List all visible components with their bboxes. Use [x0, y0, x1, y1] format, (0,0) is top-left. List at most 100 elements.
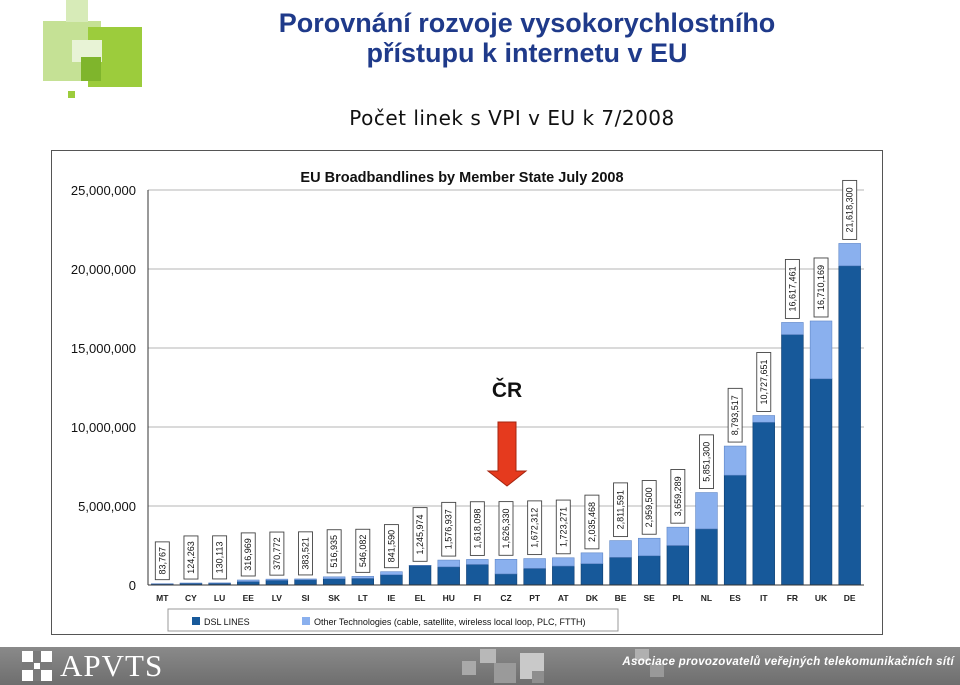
apvts-logo: APVTS	[22, 648, 164, 683]
bar-other	[466, 559, 489, 565]
bar-other	[723, 445, 747, 476]
x-tick-label: DE	[844, 593, 856, 603]
logo-square	[81, 57, 101, 81]
slide-title: Porovnání rozvoje vysokorychlostního pří…	[262, 8, 792, 68]
chart-title: EU Broadbandlines by Member State July 2…	[300, 170, 623, 186]
x-tick-label: CY	[185, 593, 197, 603]
value-label-text: 16,710,169	[816, 265, 826, 310]
bar-dsl	[695, 528, 718, 586]
value-label-box	[813, 257, 829, 318]
cz-annotation: ČR	[492, 378, 522, 402]
y-tick-label: 20,000,000	[71, 262, 136, 277]
x-tick-label: NL	[701, 593, 712, 603]
value-label-text: 546,082	[358, 535, 368, 568]
x-tick-label: IE	[387, 593, 395, 603]
value-label-text: 2,811,591	[616, 490, 626, 529]
x-tick-label: LT	[358, 593, 369, 603]
bar-other	[809, 320, 833, 380]
value-label: 1,672,312	[527, 500, 543, 556]
bar-dsl	[552, 565, 575, 586]
value-label-text: 1,723,271	[558, 507, 568, 547]
bar-other	[351, 576, 374, 579]
value-label: 1,245,974	[412, 507, 428, 562]
value-label: 3,659,289	[670, 469, 686, 524]
bar-other	[752, 415, 775, 423]
footer-decoration	[494, 663, 516, 683]
value-label-text: 370,772	[272, 537, 282, 570]
value-label-box	[212, 535, 228, 580]
bar-dsl	[838, 265, 861, 586]
bar-other	[609, 540, 632, 558]
x-tick-label: SE	[644, 593, 656, 603]
y-tick-label: 5,000,000	[78, 499, 136, 514]
x-tick-label: FR	[787, 593, 798, 603]
value-label: 370,772	[269, 531, 285, 576]
bar-dsl	[809, 378, 833, 586]
broadband-chart: EU Broadbandlines by Member State July 2…	[71, 170, 864, 632]
bar-other	[523, 558, 546, 569]
association-name: Asociace provozovatelů veřejných telekom…	[622, 656, 954, 668]
value-label-box	[183, 535, 199, 580]
legend-swatch-other	[302, 617, 310, 625]
value-label-text: 5,851,300	[701, 442, 711, 482]
value-label: 8,793,517	[727, 387, 743, 443]
bar-other	[237, 579, 260, 582]
value-label: 5,851,300	[699, 434, 714, 489]
legend-swatch-dsl	[192, 617, 200, 625]
value-label-box	[326, 529, 342, 574]
bar-dsl	[666, 545, 690, 586]
footer-decoration	[635, 649, 649, 661]
value-label-box	[699, 434, 714, 489]
value-label-text: 1,618,098	[472, 509, 482, 549]
value-label-text: 1,576,937	[444, 509, 454, 549]
value-label-box	[498, 501, 514, 556]
title-line-2: přístupu k internetu v EU	[366, 38, 688, 68]
value-label-box	[412, 507, 428, 562]
value-label-text: 516,935	[329, 535, 339, 568]
value-label-box	[670, 469, 686, 524]
value-label-text: 124,263	[186, 541, 196, 574]
logo-square	[68, 91, 75, 98]
chart-legend: DSL LINES Other Technologies (cable, sat…	[167, 608, 619, 632]
y-tick-label: 0	[129, 578, 136, 593]
chart-frame: EU Broadbandlines by Member State July 2…	[51, 150, 883, 635]
x-tick-label: EE	[243, 593, 255, 603]
value-label-text: 130,113	[215, 541, 225, 573]
value-label-text: 1,672,312	[530, 508, 540, 548]
bar-layer	[151, 243, 861, 586]
bar-other	[638, 537, 661, 557]
x-tick-label: LU	[214, 593, 225, 603]
value-label: 10,727,651	[756, 352, 772, 412]
value-label-box	[469, 501, 485, 556]
value-label-box	[240, 532, 256, 577]
x-tick-label: DK	[586, 593, 599, 603]
bar-other	[552, 557, 575, 567]
value-label: 16,710,169	[813, 257, 829, 318]
value-label: 16,617,461	[784, 258, 800, 319]
apvts-logo-text: APVTS	[60, 648, 164, 683]
x-tick-label: MT	[156, 593, 169, 603]
value-label-text: 841,590	[386, 530, 396, 563]
bar-dsl	[294, 579, 317, 586]
legend-box	[167, 608, 619, 632]
bar-dsl	[408, 565, 432, 586]
bar-dsl	[237, 581, 260, 586]
title-line-1: Porovnání rozvoje vysokorychlostního	[278, 8, 776, 38]
value-label: 83,767	[154, 541, 170, 581]
value-label: 1,576,937	[441, 501, 457, 557]
value-label-text: 2,959,500	[644, 487, 654, 527]
x-tick-label: HU	[443, 593, 455, 603]
footer-bar	[0, 647, 960, 685]
bar-dsl	[523, 568, 546, 586]
value-label: 841,590	[383, 524, 399, 569]
value-label: 2,811,591	[613, 482, 629, 538]
bar-other	[695, 492, 718, 530]
x-tick-label: IT	[760, 593, 768, 603]
x-tick-label: BE	[615, 593, 627, 603]
value-label-box	[154, 541, 170, 581]
value-label-text: 2,035,468	[587, 502, 597, 542]
bar-other	[437, 559, 460, 568]
bar-dsl	[265, 579, 289, 586]
bar-dsl	[752, 421, 775, 586]
bar-other	[580, 552, 604, 564]
